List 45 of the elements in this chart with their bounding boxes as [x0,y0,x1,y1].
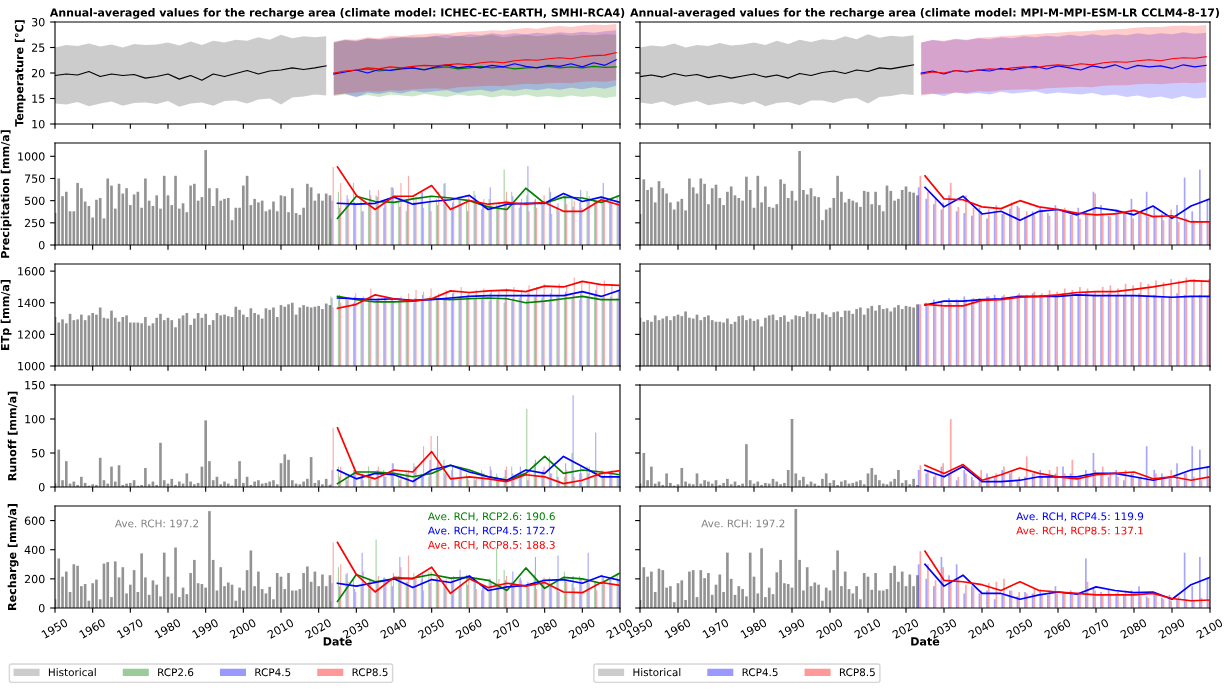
y-axis-title: Recharge [mm/a] [7,504,19,610]
y-tick-label: 1000 [18,152,45,161]
annotation: Ave. RCH, RCP4.5: 119.9 [1016,512,1144,522]
y-axis-title: ETp [mm/a] [0,280,12,350]
annotation: Ave. RCH, RCP8.5: 137.1 [1016,526,1143,536]
y-tick-label: 750 [24,174,45,183]
y-tick-label: 250 [24,218,45,228]
y-tick-label: 10 [32,119,45,129]
y-tick-label: 50 [32,448,45,458]
y-tick-label: 0 [38,482,45,492]
y-tick-label: 1400 [18,298,45,308]
y-tick-label: 1200 [18,330,45,339]
y-tick-label: 600 [24,516,45,525]
annotation: Ave. RCH: 197.2 [114,519,199,528]
chart-title: Annual-averaged values for the recharge area (climate model: ICHEC-EC-EARTH, SMHI-RCA4) [49,8,625,19]
y-tick-label: 1000 [18,361,45,371]
y-axis-title: Temperature [°C] [14,20,26,127]
legend-label: RCP8.5 [839,668,875,677]
y-tick-label: 0 [38,240,45,250]
legend-label: RCP8.5 [352,668,388,677]
y-tick-label: 100 [25,414,45,424]
x-axis-title: Date [323,637,352,646]
y-tick-label: 200 [24,574,45,584]
annotation: Ave. RCH, RCP4.5: 172.7 [427,526,555,536]
legend-label: RCP4.5 [255,668,291,677]
y-tick-label: 30 [31,17,45,27]
annotation: Ave. RCH, RCP2.6: 190.6 [427,512,555,522]
y-tick-label: 20 [31,68,45,78]
annotation: Ave. RCH: 197.2 [701,519,785,528]
y-axis-title: Runoff [mm/a] [7,391,18,481]
y-tick-label: 25 [31,43,45,52]
y-tick-label: 500 [24,196,45,206]
y-tick-label: 15 [32,94,45,103]
y-tick-label: 400 [24,545,45,555]
chart-title: Annual-averaged values for the recharge area (climate model: MPI-M-MPI-ESM-LR CCLM4-8-17) [630,8,1219,19]
legend-label: Historical [48,668,96,677]
y-axis-title: Precipitation [mm/a] [0,130,12,258]
legend-label: RCP2.6 [158,668,194,677]
y-tick-label: 1600 [18,267,45,276]
x-axis-title: Date [911,637,940,646]
y-tick-label: 150 [25,380,45,390]
legend-label: Historical [633,668,681,677]
legend-label: RCP4.5 [742,668,778,677]
annotation: Ave. RCH, RCP8.5: 188.3 [427,540,555,550]
y-tick-label: 0 [38,603,45,613]
